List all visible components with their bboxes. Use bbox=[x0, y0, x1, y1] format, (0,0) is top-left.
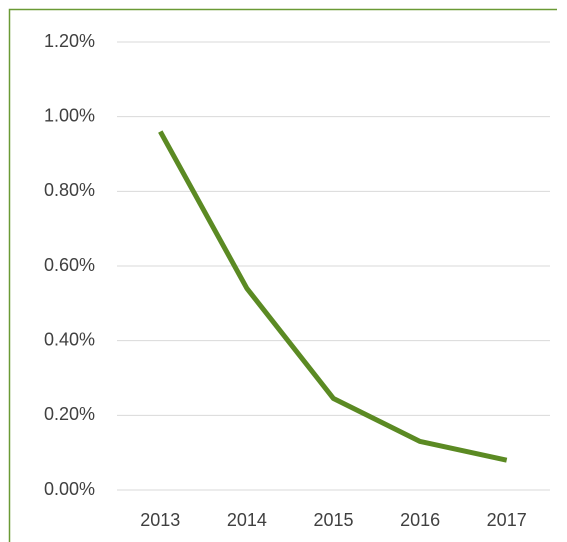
y-tick-label: 0.00% bbox=[44, 479, 95, 499]
y-tick-label: 1.20% bbox=[44, 31, 95, 51]
y-tick-label: 0.60% bbox=[44, 255, 95, 275]
x-tick-label: 2015 bbox=[313, 510, 353, 530]
y-tick-label: 0.20% bbox=[44, 404, 95, 424]
y-tick-label: 0.40% bbox=[44, 329, 95, 349]
x-tick-label: 2014 bbox=[227, 510, 267, 530]
x-tick-label: 2016 bbox=[400, 510, 440, 530]
x-tick-label: 2013 bbox=[140, 510, 180, 530]
y-tick-label: 1.00% bbox=[44, 105, 95, 125]
x-tick-label: 2017 bbox=[487, 510, 527, 530]
y-tick-label: 0.80% bbox=[44, 180, 95, 200]
line bbox=[158, 130, 508, 463]
frame bbox=[8, 8, 557, 542]
